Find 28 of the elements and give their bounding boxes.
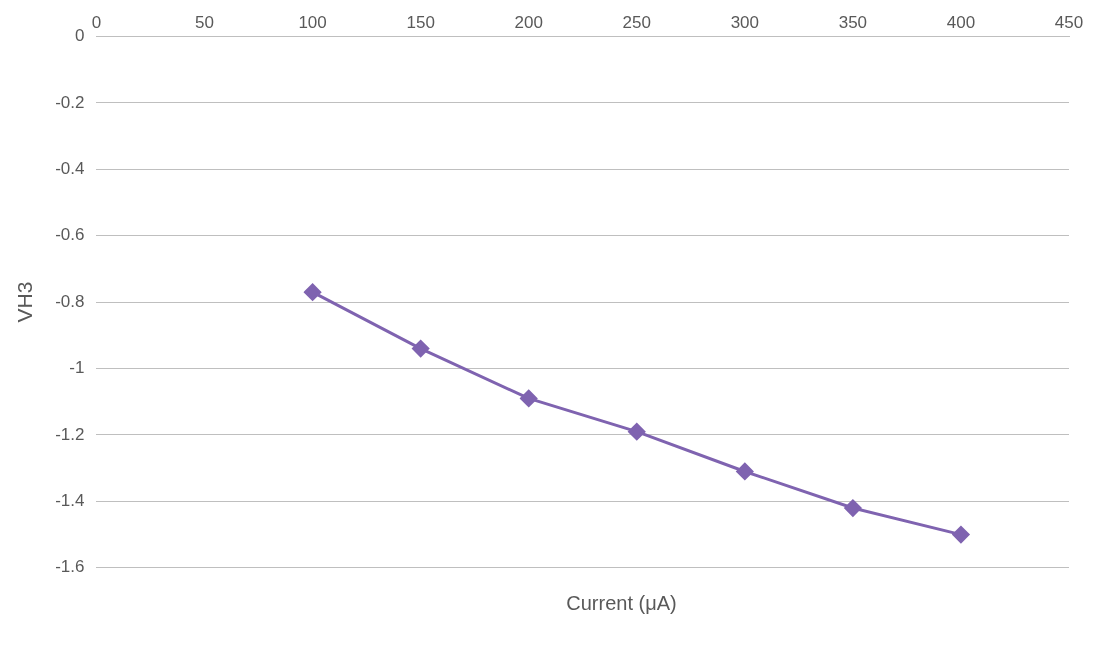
y-tick-label: 0	[75, 26, 85, 46]
x-axis-title: Current (μA)	[565, 592, 678, 615]
point	[736, 462, 754, 480]
x-tick-label: 450	[1054, 12, 1084, 32]
point	[844, 499, 862, 517]
point	[952, 526, 970, 544]
x-tick-label: 0	[91, 12, 102, 32]
y-tick-label: -1.6	[55, 557, 85, 577]
x-tick-label: 200	[514, 12, 543, 32]
x-tick-label: 50	[195, 12, 215, 32]
y-tick-label: -1.2	[55, 424, 85, 444]
y-tick-label: -1.4	[55, 491, 85, 511]
point	[520, 389, 538, 407]
point	[628, 423, 646, 441]
x-tick-label: 100	[298, 12, 327, 32]
point	[304, 283, 322, 301]
x-tick-label: 300	[730, 12, 760, 32]
y-axis-title: VH3	[13, 281, 37, 323]
x-tick-label: 350	[838, 12, 868, 32]
x-tick-label: 150	[406, 12, 435, 32]
y-tick-label: -1	[69, 358, 85, 378]
x-tick-label: 400	[946, 12, 976, 32]
y-tick-label: -0.8	[55, 291, 85, 311]
y-tick-label: -0.4	[55, 158, 85, 178]
y-tick-label: -0.2	[55, 92, 85, 112]
x-tick-label: 250	[622, 12, 651, 32]
point	[412, 340, 430, 358]
y-tick-label: -0.6	[55, 225, 85, 245]
